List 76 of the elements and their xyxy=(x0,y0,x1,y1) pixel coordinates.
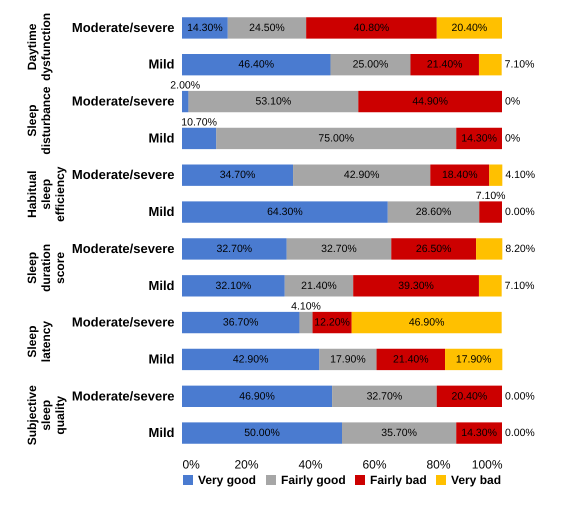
y-tick-label: Mild xyxy=(148,56,175,72)
data-label: 24.50% xyxy=(249,22,285,34)
text: Daytime dysfunction xyxy=(25,12,53,81)
y-tick-label: Mild xyxy=(148,130,175,146)
data-label: 2.00% xyxy=(170,80,200,92)
data-label: 28.60% xyxy=(416,206,452,218)
data-label: 32.70% xyxy=(321,242,357,255)
data-label: 14.30% xyxy=(461,427,497,440)
data-label: 46.90% xyxy=(239,390,275,402)
data-label: 14.30% xyxy=(187,22,223,34)
data-label: 17.90% xyxy=(330,353,366,366)
x-tick-label: 40% xyxy=(298,458,323,472)
y-tick-label: Moderate/severe xyxy=(72,314,174,330)
data-label: 39.30% xyxy=(398,280,434,292)
data-label: 14.30% xyxy=(461,132,497,144)
data-label: 32.70% xyxy=(366,390,402,402)
text: Habitual sleep efficiency xyxy=(25,166,67,222)
data-label: 35.70% xyxy=(381,427,417,440)
text: Sleep latency xyxy=(25,320,53,362)
data-label: 21.40% xyxy=(392,353,429,366)
data-label: 42.90% xyxy=(232,353,268,366)
data-label: 53.10% xyxy=(256,96,292,108)
data-label: 34.70% xyxy=(220,169,256,182)
y-tick-label: Mild xyxy=(148,204,175,220)
data-label: 7.10% xyxy=(476,190,506,202)
data-label: 20.40% xyxy=(452,22,488,34)
y-tick-label: Moderate/severe xyxy=(72,94,174,109)
legend-label: Fairly good xyxy=(281,473,346,487)
data-label: 7.10% xyxy=(504,58,534,71)
data-label: 75.00% xyxy=(318,132,354,144)
legend-label: Fairly bad xyxy=(370,473,427,487)
text: Subjective sleep quality xyxy=(25,384,67,446)
text: Sleep duration score xyxy=(25,244,67,292)
data-label: 42.90% xyxy=(344,169,380,182)
data-label: 32.10% xyxy=(216,280,252,292)
data-label: 0% xyxy=(505,132,520,144)
data-label: 17.90% xyxy=(456,353,492,366)
data-label: 26.50% xyxy=(416,242,452,255)
data-label: 46.40% xyxy=(238,58,274,71)
y-tick-label: Moderate/severe xyxy=(72,388,174,404)
data-label: 44.90% xyxy=(412,96,448,108)
x-tick-label: 60% xyxy=(362,458,387,472)
y-tick-label: Moderate/severe xyxy=(72,20,174,35)
data-label: 0.00% xyxy=(505,427,535,440)
data-label: 64.30% xyxy=(267,206,303,218)
y-tick-label: Mild xyxy=(148,278,175,293)
legend-label: Very good xyxy=(198,473,256,487)
data-label: 4.10% xyxy=(505,169,536,182)
data-label: 46.90% xyxy=(408,316,444,329)
data-label: 36.70% xyxy=(222,316,259,329)
data-label: 40.80% xyxy=(354,22,390,34)
y-tick-label: Mild xyxy=(148,351,175,366)
data-label: 0.00% xyxy=(505,206,535,218)
x-tick-label: 80% xyxy=(426,458,451,472)
x-tick-label: 20% xyxy=(234,458,259,472)
data-label: 0% xyxy=(505,96,520,108)
data-label: 20.40% xyxy=(452,390,488,402)
data-label: 25.00% xyxy=(352,58,388,71)
data-label: 7.10% xyxy=(504,280,534,292)
legend-label: Very bad xyxy=(451,473,502,487)
data-label: 21.40% xyxy=(301,280,337,292)
data-label: 12.20% xyxy=(314,316,350,329)
data-label: 18.40% xyxy=(442,169,478,182)
data-label: 32.70% xyxy=(216,242,252,255)
data-label: 0.00% xyxy=(505,390,535,402)
text: Sleep disturbance xyxy=(25,86,53,155)
y-tick-label: Mild xyxy=(148,425,175,440)
data-label: 21.40% xyxy=(426,58,463,71)
x-tick-label: 0% xyxy=(182,458,200,472)
data-label: 8.20% xyxy=(505,242,536,255)
y-tick-label: Moderate/severe xyxy=(72,167,174,182)
data-label: 50.00% xyxy=(244,427,280,440)
x-tick-label: 100% xyxy=(472,458,503,472)
data-label: 4.10% xyxy=(291,300,321,313)
y-tick-label: Moderate/severe xyxy=(72,240,174,256)
data-label: 10.70% xyxy=(181,116,217,128)
